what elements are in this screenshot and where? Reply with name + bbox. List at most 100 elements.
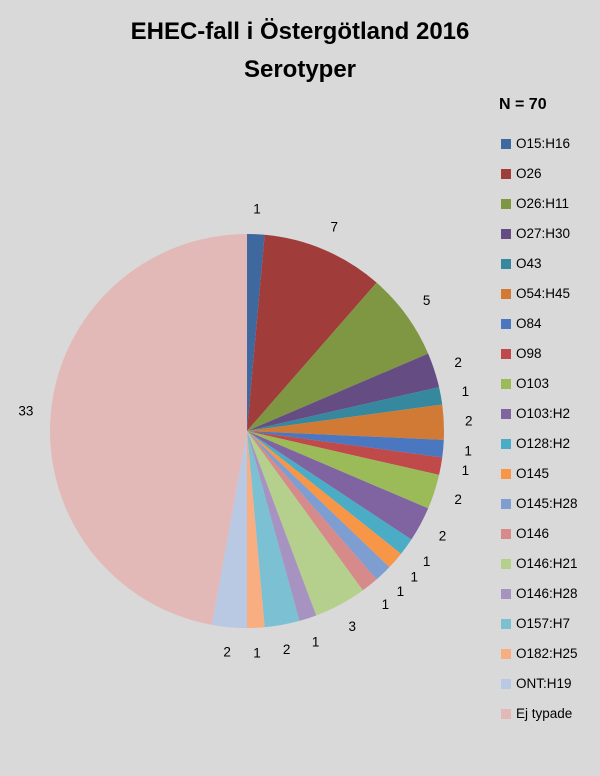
pie-slice-16 [247, 431, 300, 628]
pie-slice-19 [50, 234, 247, 625]
pie-data-label-14: 3 [348, 619, 356, 634]
legend-label: O128:H2 [516, 436, 571, 451]
legend-swatch [501, 409, 511, 419]
legend-swatch [501, 349, 511, 359]
pie-slice-2 [247, 282, 429, 431]
pie-data-label-7: 1 [462, 463, 470, 478]
legend-label: O146:H28 [516, 586, 578, 601]
pie-data-label-4: 1 [462, 384, 470, 399]
legend-label: O98 [516, 346, 542, 361]
pie-data-label-18: 2 [223, 645, 231, 660]
pie-slice-8 [247, 431, 440, 509]
legend-item: O157:H7 [500, 613, 600, 635]
pie-slice-5 [247, 404, 444, 440]
legend-swatch [501, 229, 511, 239]
legend-item: O15:H16 [500, 133, 600, 155]
pie-data-label-16: 2 [283, 642, 291, 657]
legend-swatch [501, 619, 511, 629]
pie-data-label-10: 1 [423, 554, 431, 569]
legend-item: O103 [500, 373, 600, 395]
legend-label: O146:H21 [516, 556, 578, 571]
legend-item: O26:H11 [500, 193, 600, 215]
legend-item: ONT:H19 [500, 673, 600, 695]
pie-data-label-19: 33 [18, 404, 33, 419]
chart-title: EHEC-fall i Östergötland 2016 [130, 18, 470, 45]
legend-label: O84 [516, 316, 542, 331]
pie-data-label-6: 1 [464, 443, 472, 458]
legend-item: O146 [500, 523, 600, 545]
legend-swatch [501, 709, 511, 719]
legend-item: O43 [500, 253, 600, 275]
pie-slice-15 [247, 431, 317, 621]
pie-slice-0 [247, 234, 265, 431]
pie-slice-3 [247, 353, 440, 431]
legend-label: O103 [516, 376, 550, 391]
legend-item: O182:H25 [500, 643, 600, 665]
legend-label: O146 [516, 526, 550, 541]
legend-label: O103:H2 [516, 406, 571, 421]
legend-swatch [501, 289, 511, 299]
pie-data-label-2: 5 [423, 293, 431, 308]
pie-slice-17 [247, 431, 265, 628]
legend-label: O157:H7 [516, 616, 571, 631]
legend-label: ONT:H19 [516, 676, 572, 691]
legend-item: O26 [500, 163, 600, 185]
pie-slice-11 [247, 431, 402, 568]
legend-item: O128:H2 [500, 433, 600, 455]
legend-swatch [501, 439, 511, 449]
pie-slice-12 [247, 431, 390, 580]
pie-slice-6 [247, 431, 444, 458]
pie-data-label-3: 2 [454, 355, 462, 370]
legend-swatch [501, 499, 511, 509]
pie-data-label-12: 1 [397, 584, 405, 599]
legend-swatch [501, 139, 511, 149]
total-count-label: N = 70 [499, 96, 547, 113]
legend-label: O182:H25 [516, 646, 578, 661]
legend-swatch [501, 259, 511, 269]
pie-slice-14 [247, 431, 363, 616]
legend-swatch [501, 589, 511, 599]
legend-label: O26 [516, 166, 542, 181]
legend-swatch [501, 679, 511, 689]
legend-swatch [501, 319, 511, 329]
legend-swatch [501, 529, 511, 539]
legend-label: O26:H11 [516, 196, 570, 211]
pie-slice-10 [247, 431, 412, 554]
legend-item: Ej typade [500, 703, 600, 725]
legend-item: O103:H2 [500, 403, 600, 425]
legend-swatch [501, 559, 511, 569]
legend-swatch [501, 199, 511, 209]
legend-label: O43 [516, 256, 542, 271]
pie-data-label-15: 1 [312, 635, 320, 650]
legend-label: O54:H45 [516, 286, 571, 301]
legend-item: O54:H45 [500, 283, 600, 305]
legend-label: Ej typade [516, 706, 573, 721]
pie-data-label-8: 2 [454, 492, 462, 507]
pie-data-label-0: 1 [253, 202, 261, 217]
legend-item: O145:H28 [500, 493, 600, 515]
pie-slice-13 [247, 431, 377, 591]
legend-item: O146:H21 [500, 553, 600, 575]
legend-item: O84 [500, 313, 600, 335]
pie-data-label-13: 1 [382, 597, 390, 612]
legend-swatch [501, 379, 511, 389]
pie-data-label-1: 7 [331, 219, 339, 234]
legend-swatch [501, 469, 511, 479]
legend-label: O145 [516, 466, 550, 481]
legend-label: O145:H28 [516, 496, 578, 511]
legend-item: O145 [500, 463, 600, 485]
legend-item: O98 [500, 343, 600, 365]
pie-slice-4 [247, 387, 443, 431]
pie-slice-9 [247, 431, 429, 540]
legend-swatch [501, 649, 511, 659]
pie-slice-7 [247, 431, 443, 475]
legend-item: O146:H28 [500, 583, 600, 605]
pie-data-label-5: 2 [465, 414, 473, 429]
legend-label: O27:H30 [516, 226, 571, 241]
chart-subtitle: Serotyper [243, 56, 357, 83]
pie-data-label-11: 1 [410, 570, 418, 585]
legend-swatch [501, 169, 511, 179]
pie-data-label-17: 1 [253, 645, 261, 660]
pie-slice-1 [247, 234, 377, 431]
